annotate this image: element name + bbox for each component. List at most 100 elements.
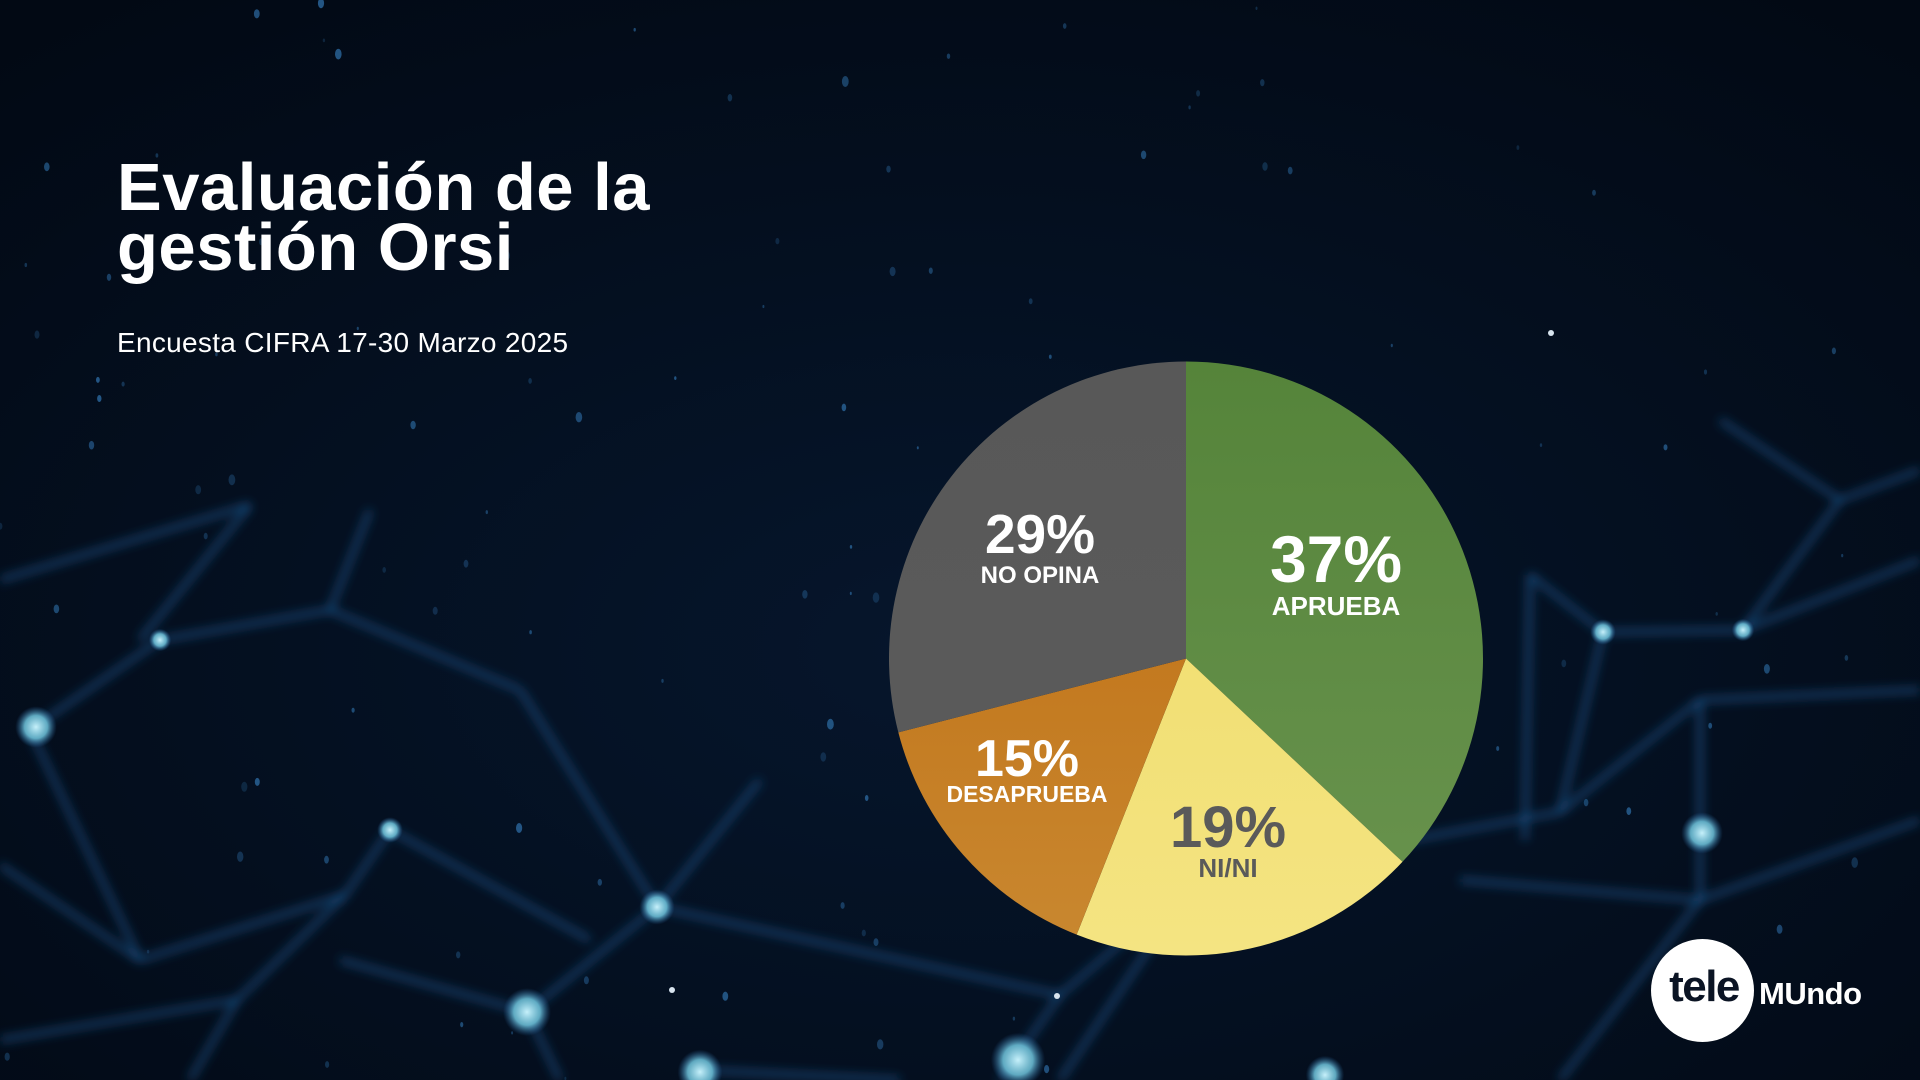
network-line [1740,497,1843,633]
particle-dot [53,604,60,614]
particle-dot [146,949,150,954]
network-line [0,996,238,1044]
network-line [1698,816,1920,904]
particle-dot [1140,150,1147,160]
particle-dot [228,474,236,486]
particle-dot [1390,343,1393,348]
particle-dot [88,440,95,450]
particle-dot [1763,664,1770,674]
pie-slice-desaprueba [898,658,1186,935]
network-node [1590,619,1616,645]
particle-dot [528,378,532,384]
particle-dot [916,446,919,450]
network-lines [0,417,1920,1080]
network-line [0,501,252,584]
particle-dot [1287,166,1293,175]
particle-dot [1776,924,1783,934]
network-line [1699,686,1920,704]
particle-dot [575,412,583,423]
particle-dot [97,395,102,402]
network-node [990,1032,1046,1080]
logo-text-mundo: MUndo [1759,976,1862,1011]
particle-dot-bright [669,987,675,993]
slice-label-aprueba: APRUEBA [1272,591,1401,621]
particle-dot [254,777,260,786]
logo-circle [1651,939,1754,1042]
pie-slice-ni-ni [1076,658,1403,956]
particle-dot [456,951,461,959]
network-line [388,826,592,944]
particle-dot [1708,722,1713,729]
particle-dot [195,485,202,495]
particle-dot-bright [1054,993,1060,999]
particle-dot [382,567,387,573]
particle-dot [722,991,729,1001]
particle-dot [511,1031,514,1035]
particle-dot [1851,857,1858,868]
network-line [524,904,660,1015]
network-node [1731,618,1755,642]
particle-dot [886,165,891,173]
particle-dot [324,855,329,864]
network-line [26,728,144,962]
network-node [148,628,172,652]
particle-dot [827,718,834,730]
particle-dot [24,262,28,268]
particle-dot [872,592,880,603]
particle-dot [1539,443,1543,447]
network-node [1681,812,1723,854]
slice-value-desaprueba: 15% [975,730,1079,788]
particle-dot [841,76,849,87]
particle-dot [4,1052,10,1061]
particle-dot [529,630,532,635]
particle-dot [1028,298,1033,305]
particle-dot [410,420,416,430]
particle-dot [928,267,933,274]
particle-dot [802,590,808,599]
particle-dot [583,976,589,985]
particle-dot [259,238,264,246]
network-node [1305,1055,1345,1080]
particle-dot [34,330,40,339]
particle-dot [351,707,355,713]
network-nodes [15,618,1755,1080]
particle-dot [96,376,100,383]
particle-dot [727,94,733,102]
particle-dot [861,929,866,937]
network-line [1557,697,1703,815]
particle-dot [1592,189,1596,196]
particle-dot [889,266,896,277]
network-line [1521,574,1534,841]
network-line [326,508,374,612]
particle-dot [155,153,159,158]
particle-dot [241,781,248,792]
network-line [1527,572,1606,635]
slice-value-aprueba: 37% [1270,522,1402,596]
particle-dot [864,795,869,801]
particle-dot [1496,746,1500,751]
particle-dot [460,1022,464,1028]
particle-dot [1663,444,1668,451]
network-line [137,502,253,643]
particle-dot [849,591,852,596]
particle-dot [775,237,780,245]
network-node [503,988,551,1036]
particle-dot [1831,347,1836,355]
network-line [342,828,393,897]
particle-dot [203,532,208,540]
particle-dot [1715,612,1718,616]
pie-slice-no-opina [889,361,1186,733]
particle-dot [1012,1016,1016,1021]
particle-dot [106,273,112,281]
network-line [1556,631,1607,813]
network-line [1838,466,1920,504]
network-line [234,892,348,1003]
particle-dot [516,823,523,833]
particle-dot [0,522,3,530]
particle-dot [1262,162,1268,171]
particle-dot [1062,23,1067,29]
title-line-1: Evaluación de la [117,150,651,225]
network-line [1602,626,1744,636]
